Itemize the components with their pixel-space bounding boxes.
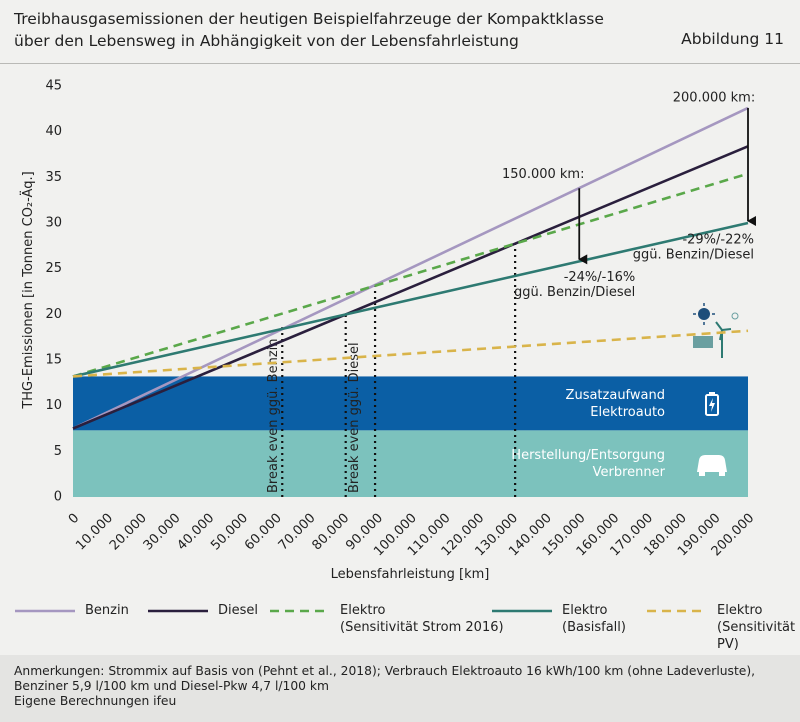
footnote: Anmerkungen: Strommix auf Basis von (Peh… xyxy=(0,655,800,722)
icons xyxy=(693,303,739,476)
x-tick-label: 30.000 xyxy=(141,511,184,554)
legend-swatch xyxy=(647,609,707,613)
band xyxy=(73,430,748,497)
sun-icon xyxy=(698,308,710,320)
series-line xyxy=(72,221,749,378)
arrow-note: -24%/-16% xyxy=(564,270,636,285)
band xyxy=(73,376,748,431)
y-tick-label: 40 xyxy=(45,124,62,139)
x-tick-label: 40.000 xyxy=(175,511,218,554)
y-tick-label: 15 xyxy=(45,353,62,368)
y-tick-label: 10 xyxy=(45,398,62,413)
car-wheel xyxy=(719,471,725,476)
arrow-note: ggü. Benzin/Diesel xyxy=(633,248,754,263)
figure-label: Abbildung 11 xyxy=(681,30,784,48)
series-line xyxy=(72,106,749,430)
pv-panel xyxy=(693,336,713,348)
y-tick-label: 35 xyxy=(45,170,62,185)
y-tick-label: 45 xyxy=(45,79,62,94)
arrow-label: 150.000 km: xyxy=(502,167,584,182)
legend-label: Benzin xyxy=(85,603,129,618)
x-axis-label: Lebensfahrleistung [km] xyxy=(331,567,490,582)
battery-bolt xyxy=(709,398,715,412)
y-tick-label: 0 xyxy=(54,490,62,505)
x-tick-label: 10.000 xyxy=(73,511,116,554)
legend-label: Elektro (Basisfall) xyxy=(562,603,626,635)
legend-label: Elektro (Sensitivität PV) xyxy=(717,603,796,652)
x-tick-label: 80.000 xyxy=(310,511,353,554)
x-tick-label: 20.000 xyxy=(107,511,150,554)
y-tick-label: 30 xyxy=(45,216,62,231)
legend-swatch xyxy=(270,609,330,613)
arrow-label: 200.000 km: xyxy=(673,90,755,105)
divider xyxy=(0,63,800,64)
legend-swatch xyxy=(15,609,75,613)
legend-swatch xyxy=(492,609,552,613)
sun-rays xyxy=(693,303,715,325)
x-tick-label: 0 xyxy=(66,511,82,527)
band-label: Zusatzaufwand xyxy=(566,388,665,403)
x-tick-label: 60.000 xyxy=(242,511,285,554)
band-label: Herstellung/Entsorgung xyxy=(511,448,665,463)
series-line xyxy=(72,145,749,430)
chart: Herstellung/Entsorgung Verbrenner Zusatzau… xyxy=(20,79,757,583)
wind-blades xyxy=(715,321,732,341)
car-wheel xyxy=(699,471,705,476)
y-tick-label: 25 xyxy=(45,261,62,276)
legend-swatch xyxy=(148,609,208,613)
y-tick-label: 5 xyxy=(54,444,62,459)
arrow-note: ggü. Benzin/Diesel xyxy=(514,285,635,300)
title: Treibhausgasemissionen der heutigen Beis… xyxy=(14,10,604,50)
band-label: Verbrenner xyxy=(593,465,666,480)
car-icon xyxy=(697,455,727,472)
break-even-label: Break even ggü. Benzin xyxy=(266,338,281,493)
band-label: Elektroauto xyxy=(590,405,665,420)
legend-label: Elektro (Sensitivität Strom 2016) xyxy=(340,603,504,635)
legend-label: Diesel xyxy=(218,603,259,618)
y-tick-label: 20 xyxy=(45,307,62,322)
y-axis-label: THG-Emissionen [in Tonnen CO₂-Äq.] xyxy=(20,171,36,409)
x-tick-label: 70.000 xyxy=(276,511,319,554)
break-even-label: Break even ggü. Diesel xyxy=(347,342,362,493)
wind-small xyxy=(731,312,739,320)
x-tick-label: 50.000 xyxy=(208,511,251,554)
battery-cap xyxy=(709,392,715,395)
arrow-note: -29%/-22% xyxy=(682,233,754,248)
series-line xyxy=(72,329,749,378)
series-line xyxy=(72,172,749,378)
